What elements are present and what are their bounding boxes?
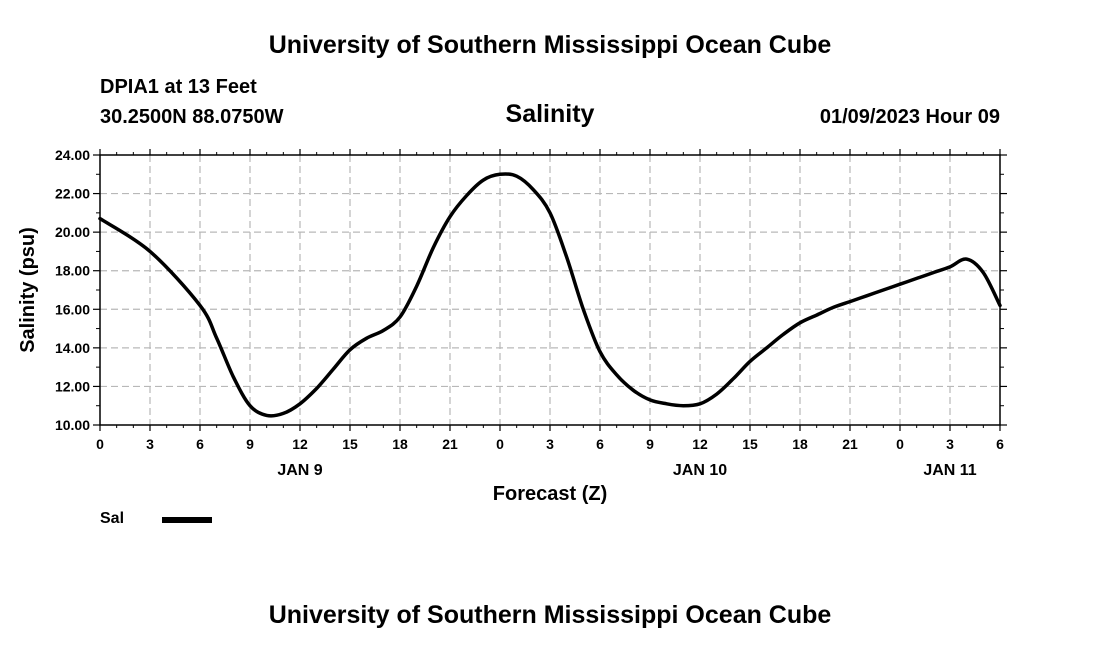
- x-axis-label: Forecast (Z): [493, 483, 607, 505]
- x-tick-label: 21: [442, 436, 458, 452]
- y-tick-label: 18.00: [55, 263, 90, 279]
- y-tick-label: 22.00: [55, 186, 90, 202]
- x-tick-label: 0: [496, 436, 504, 452]
- page-title: University of Southern Mississippi Ocean…: [268, 31, 832, 59]
- legend-label: Sal: [100, 510, 125, 527]
- day-label: JAN 9: [277, 462, 322, 479]
- x-tick-labels: 0 3 6 9 12 15 18 21 0 3 6 9 12 15 18 21 0 3 6: [96, 436, 1004, 452]
- x-tick-label: 9: [646, 436, 654, 452]
- x-tick-label: 18: [792, 436, 808, 452]
- footer-title: University of Southern Mississippi Ocean…: [268, 601, 832, 629]
- x-tick-label: 21: [842, 436, 858, 452]
- x-tick-label: 0: [896, 436, 904, 452]
- x-tick-label: 6: [196, 436, 204, 452]
- y-axis-label: Salinity (psu): [17, 227, 39, 353]
- y-tick-label: 24.00: [55, 147, 90, 163]
- x-tick-label: 6: [596, 436, 604, 452]
- station-coords: 30.2500N 88.0750W: [100, 106, 284, 128]
- y-tick-label: 16.00: [55, 301, 90, 317]
- y-tick-label: 14.00: [55, 340, 90, 356]
- station-name: DPIA1 at 13 Feet: [100, 76, 257, 98]
- y-tick-label: 12.00: [55, 378, 90, 394]
- x-tick-label: 3: [146, 436, 154, 452]
- legend-swatch: [162, 517, 212, 523]
- day-label: JAN 10: [673, 462, 727, 479]
- x-tick-label: 9: [246, 436, 254, 452]
- day-label: JAN 11: [923, 462, 976, 479]
- salinity-chart: 10.00 12.00 14.00 16.00 18.00 20.00 22.00 24.00…: [17, 147, 1007, 505]
- issue-time: 01/09/2023 Hour 09: [819, 106, 1000, 128]
- series-line-sal: [98, 172, 1002, 418]
- x-tick-label: 18: [392, 436, 408, 452]
- x-tick-label: 12: [292, 436, 308, 452]
- x-tick-label: 3: [946, 436, 954, 452]
- x-tick-label: 12: [692, 436, 708, 452]
- x-tick-label: 0: [96, 436, 104, 452]
- y-tick-label: 10.00: [55, 417, 90, 433]
- x-tick-label: 6: [996, 436, 1004, 452]
- x-tick-label: 3: [546, 436, 554, 452]
- y-tick-labels: 10.00 12.00 14.00 16.00 18.00 20.00 22.00 24.00: [55, 147, 90, 433]
- day-labels: JAN 9 JAN 10 JAN 11: [277, 462, 976, 479]
- y-tick-label: 20.00: [55, 224, 90, 240]
- x-tick-label: 15: [742, 436, 758, 452]
- x-tick-label: 15: [342, 436, 358, 452]
- grid-lines: [100, 155, 1000, 425]
- axis-ticks: [93, 149, 1007, 431]
- chart-title: Salinity: [505, 100, 595, 128]
